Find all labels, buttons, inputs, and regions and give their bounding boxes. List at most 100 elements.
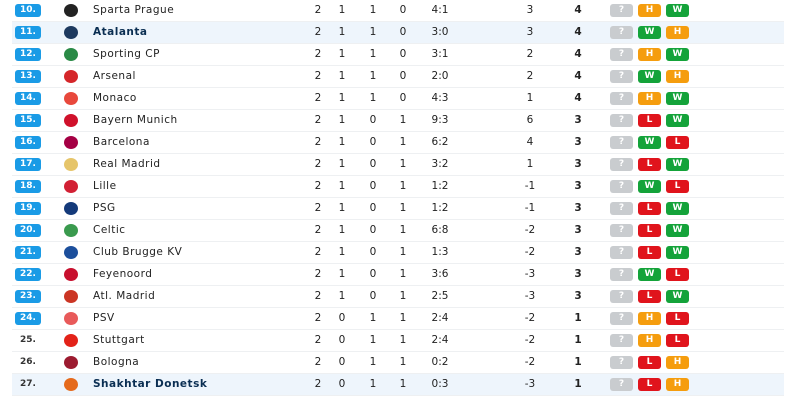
form-badge[interactable]: H [638, 312, 661, 325]
form-badge[interactable]: ? [610, 202, 633, 215]
table-row[interactable]: 23. Atl. Madrid 2 1 0 1 2:5 -3 3? L W [12, 286, 784, 308]
form-badge[interactable]: ? [610, 70, 633, 83]
form-badge[interactable]: W [666, 92, 689, 105]
team-name[interactable]: Bayern Munich [93, 114, 178, 126]
form-badge[interactable]: W [638, 136, 661, 149]
form-badge[interactable]: ? [610, 136, 633, 149]
team-name[interactable]: Atl. Madrid [93, 290, 156, 302]
table-row[interactable]: 26. Bologna 2 0 1 1 0:2 -2 1? L H [12, 352, 784, 374]
form-badge[interactable]: L [666, 312, 689, 325]
team-name[interactable]: Club Brugge KV [93, 246, 183, 258]
form-badge[interactable]: L [638, 202, 661, 215]
form-badge[interactable]: H [666, 70, 689, 83]
form-badge[interactable]: W [666, 158, 689, 171]
table-row[interactable]: 20. Celtic 2 1 0 1 6:8 -2 3? L W [12, 220, 784, 242]
form-badge[interactable]: W [638, 26, 661, 39]
form-badge[interactable]: L [638, 158, 661, 171]
form-badge[interactable]: ? [610, 290, 633, 303]
points: 3 [574, 290, 582, 302]
form-badge[interactable]: L [666, 334, 689, 347]
rank: 13. [15, 70, 41, 83]
table-row[interactable]: 21. Club Brugge KV 2 1 0 1 1:3 -2 3? L W [12, 242, 784, 264]
form-badge[interactable]: ? [610, 334, 633, 347]
team-name[interactable]: Arsenal [93, 70, 136, 82]
form-badge[interactable]: W [638, 268, 661, 281]
form-badge[interactable]: ? [610, 48, 633, 61]
rank: 19. [15, 202, 41, 215]
table-row[interactable]: 24. PSV 2 0 1 1 2:4 -2 1? H L [12, 308, 784, 330]
form-badge[interactable]: H [666, 356, 689, 369]
table-row[interactable]: 17. Real Madrid 2 1 0 1 3:2 1 3? L W [12, 154, 784, 176]
team-name[interactable]: Lille [93, 180, 117, 192]
table-row[interactable]: 25. Stuttgart 2 0 1 1 2:4 -2 1? H L [12, 330, 784, 352]
form-badge[interactable]: ? [610, 378, 633, 391]
form-badge[interactable]: H [638, 48, 661, 61]
team-name[interactable]: Celtic [93, 224, 126, 236]
form-badge[interactable]: ? [610, 224, 633, 237]
team-name[interactable]: Feyenoord [93, 268, 153, 280]
team-name[interactable]: Real Madrid [93, 158, 161, 170]
form-badge[interactable]: W [666, 202, 689, 215]
team-logo-icon [64, 312, 78, 325]
team-name[interactable]: Stuttgart [93, 334, 145, 346]
table-row[interactable]: 15. Bayern Munich 2 1 0 1 9:3 6 3? L W [12, 110, 784, 132]
form-badge[interactable]: W [638, 180, 661, 193]
table-row[interactable]: 16. Barcelona 2 1 0 1 6:2 4 3? W L [12, 132, 784, 154]
form-badge[interactable]: L [666, 136, 689, 149]
team-name[interactable]: PSV [93, 312, 115, 324]
form-badge[interactable]: W [666, 290, 689, 303]
table-row[interactable]: 19. PSG 2 1 0 1 1:2 -1 3? L W [12, 198, 784, 220]
goal-difference: 1 [526, 158, 534, 170]
form-badge[interactable]: ? [610, 356, 633, 369]
form-badge[interactable]: ? [610, 4, 633, 17]
form-badge[interactable]: W [666, 246, 689, 259]
team-name[interactable]: Monaco [93, 92, 137, 104]
form-badge[interactable]: L [638, 356, 661, 369]
team-name[interactable]: Atalanta [93, 26, 148, 38]
form-badge[interactable]: ? [610, 246, 633, 259]
form-badge[interactable]: W [666, 4, 689, 17]
form-badge[interactable]: ? [610, 158, 633, 171]
standings-table: 10. Sparta Prague 2 1 1 0 4:1 3 4? H W 11. Atalanta 2… [12, 0, 784, 396]
matches-played: 2 [314, 70, 322, 82]
form-badge[interactable]: ? [610, 26, 633, 39]
form-badge[interactable]: ? [610, 114, 633, 127]
form-badge[interactable]: L [638, 378, 661, 391]
goal-difference: -2 [524, 356, 536, 368]
form-badge[interactable]: H [638, 4, 661, 17]
form-badge[interactable]: H [666, 26, 689, 39]
team-name[interactable]: Bologna [93, 356, 140, 368]
form-badge[interactable]: L [666, 180, 689, 193]
table-row[interactable]: 18. Lille 2 1 0 1 1:2 -1 3? W L [12, 176, 784, 198]
form-badge[interactable]: ? [610, 180, 633, 193]
form-badge[interactable]: W [638, 70, 661, 83]
table-row[interactable]: 10. Sparta Prague 2 1 1 0 4:1 3 4? H W [12, 0, 784, 22]
form-badge[interactable]: ? [610, 268, 633, 281]
form-badge[interactable]: L [666, 268, 689, 281]
wins: 1 [338, 158, 346, 170]
form-badge[interactable]: L [638, 246, 661, 259]
table-row[interactable]: 14. Monaco 2 1 1 0 4:3 1 4? H W [12, 88, 784, 110]
team-name[interactable]: Shakhtar Donetsk [93, 378, 208, 390]
form-badge[interactable]: L [638, 290, 661, 303]
team-name[interactable]: Barcelona [93, 136, 150, 148]
form-badge[interactable]: W [666, 114, 689, 127]
form-badge[interactable]: H [666, 378, 689, 391]
team-name[interactable]: PSG [93, 202, 116, 214]
table-row[interactable]: 27. Shakhtar Donetsk 2 0 1 1 0:3 -3 1? L H [12, 374, 784, 396]
form-badge[interactable]: L [638, 224, 661, 237]
table-row[interactable]: 12. Sporting CP 2 1 1 0 3:1 2 4? H W [12, 44, 784, 66]
form-badge[interactable]: H [638, 334, 661, 347]
table-row[interactable]: 11. Atalanta 2 1 1 0 3:0 3 4? W H [12, 22, 784, 44]
form-badge[interactable]: ? [610, 92, 633, 105]
team-name[interactable]: Sparta Prague [93, 4, 175, 16]
team-name[interactable]: Sporting CP [93, 48, 160, 60]
table-row[interactable]: 13. Arsenal 2 1 1 0 2:0 2 4? W H [12, 66, 784, 88]
form-badge[interactable]: W [666, 48, 689, 61]
table-row[interactable]: 22. Feyenoord 2 1 0 1 3:6 -3 3? W L [12, 264, 784, 286]
form-badge[interactable]: L [638, 114, 661, 127]
form-badge[interactable]: H [638, 92, 661, 105]
team-logo-icon [64, 246, 78, 259]
form-badge[interactable]: ? [610, 312, 633, 325]
form-badge[interactable]: W [666, 224, 689, 237]
